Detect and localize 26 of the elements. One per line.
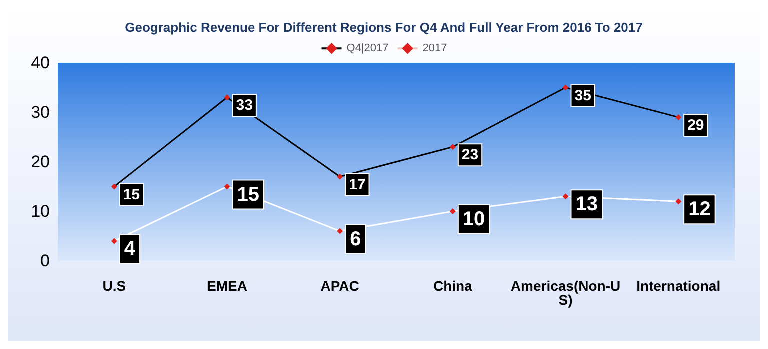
data-label: 12 <box>688 198 711 221</box>
x-tick-label: APAC <box>320 278 360 294</box>
data-label: 33 <box>236 97 253 114</box>
data-label: 13 <box>576 194 598 216</box>
legend-label: Q4|2017 <box>346 42 389 55</box>
y-tick-label: 30 <box>31 103 50 122</box>
chart-title: Geographic Revenue For Different Regions For Q4 And Full Year From 2016 To 2017 <box>125 20 643 35</box>
data-label: 10 <box>462 208 486 230</box>
y-tick-label: 10 <box>31 202 50 221</box>
data-label: 17 <box>349 176 366 194</box>
data-label: 35 <box>574 87 592 104</box>
data-label: 29 <box>688 116 704 134</box>
x-tick-label: International <box>636 278 721 294</box>
x-tick-label: EMEA <box>207 278 248 294</box>
data-label: 4 <box>124 238 136 260</box>
x-tick-label: China <box>433 278 473 294</box>
y-tick-label: 20 <box>31 152 50 172</box>
y-tick-label: 40 <box>31 54 50 72</box>
data-label: 15 <box>237 184 260 206</box>
legend-label: 2017 <box>422 42 448 55</box>
data-label: 23 <box>462 146 479 164</box>
x-tick-label: U.S <box>102 278 126 294</box>
y-tick-label: 0 <box>40 252 50 270</box>
data-label: 6 <box>350 228 362 250</box>
data-label: 15 <box>123 186 140 204</box>
x-tick-label: Americas(Non-US) <box>510 278 621 308</box>
